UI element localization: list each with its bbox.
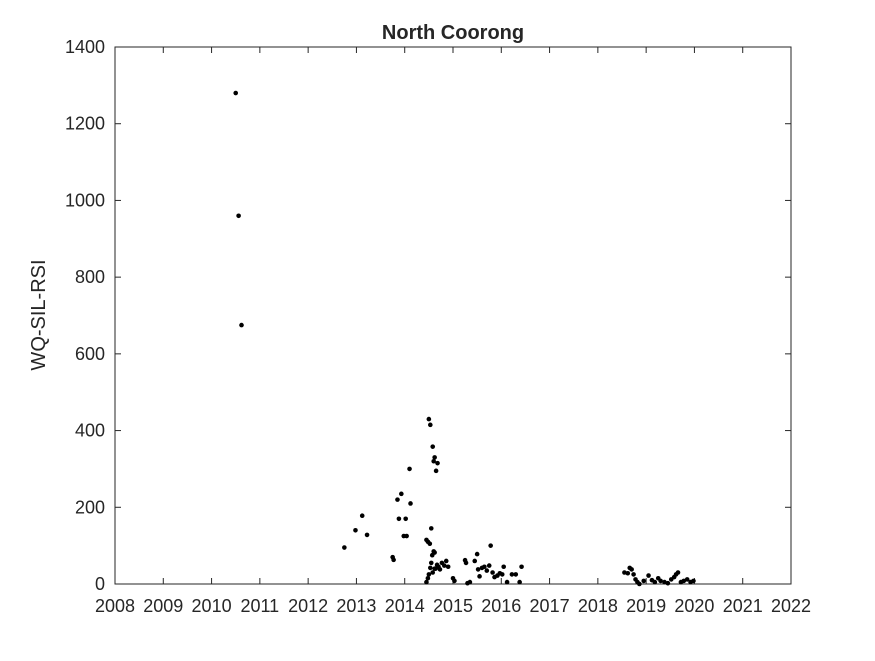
data-point [509,572,515,577]
data-point [430,444,436,449]
data-point [236,213,241,219]
data-point [675,570,681,575]
x-tick-label: 2009 [143,596,183,616]
data-point [452,578,457,584]
x-tick-label: 2018 [578,596,618,616]
data-point [437,567,443,572]
data-point [490,570,495,575]
data-point [428,565,433,571]
data-point [484,568,490,573]
x-tick-label: 2014 [385,596,425,616]
data-point [477,574,482,579]
x-tick-label: 2011 [240,596,279,616]
y-tick-label: 1000 [65,190,105,210]
x-tick-label: 2022 [771,596,811,616]
data-point [474,551,480,557]
data-point [359,513,365,519]
y-tick-label: 0 [95,574,105,594]
data-point [427,541,433,547]
data-point [396,516,402,522]
x-axis-ticks: 2008 2009 2010 2011 2012 2013 2014 2015 2016 2017… [95,47,811,616]
x-tick-label: 2020 [674,596,714,616]
data-point [391,557,396,563]
data-point [364,532,370,538]
data-point [482,564,487,570]
data-point [432,550,437,555]
data-point [488,543,493,548]
data-point [652,579,658,585]
data-point [233,90,239,96]
x-tick-label: 2015 [433,596,473,616]
y-tick-label: 1400 [65,37,105,57]
x-tick-label: 2013 [336,596,376,616]
data-point [475,567,481,572]
data-point [435,460,440,466]
data-point [631,572,636,577]
y-axis-ticks: 0 200 400 600 800 1000 1200 1400 [65,37,791,594]
data-point [442,563,447,568]
data-point [428,526,434,531]
data-point [637,581,642,587]
y-tick-label: 200 [75,497,105,517]
y-tick-label: 800 [75,267,105,287]
data-point [395,497,400,502]
data-point [342,545,347,550]
data-point [646,573,651,578]
y-tick-label: 600 [75,344,105,364]
x-tick-label: 2017 [530,596,570,616]
data-point [399,491,404,497]
data-point [432,566,437,571]
chart-title: North Coorong [382,22,524,44]
x-tick-label: 2010 [192,596,232,616]
data-point [684,577,690,582]
data-point [691,578,696,584]
x-tick-label: 2008 [95,596,135,616]
data-point [499,572,505,577]
data-point [641,578,647,584]
data-point [353,528,358,533]
data-point [625,570,631,576]
data-point [426,572,432,577]
data-point [408,501,413,506]
data-point [519,564,524,570]
data-point [425,575,431,581]
data-points [233,90,696,587]
data-point [467,579,473,585]
data-point [629,567,634,572]
data-point [426,416,432,422]
data-point [513,572,519,577]
y-axis-label: WQ-SIL-RSI [28,259,50,370]
data-point [445,564,451,570]
data-point [463,560,469,566]
x-tick-label: 2012 [288,596,328,616]
data-point [486,563,492,568]
data-point [433,468,439,474]
data-point [428,422,433,428]
data-point [665,580,671,586]
data-point [407,466,412,472]
data-point [428,560,434,566]
data-point [404,533,409,539]
x-tick-label: 2019 [626,596,666,616]
data-point [517,579,522,585]
data-point [431,458,436,464]
x-tick-label: 2021 [723,596,763,616]
y-tick-label: 400 [75,421,105,441]
y-tick-label: 1200 [65,114,105,134]
data-point [432,455,437,460]
data-point [501,564,507,570]
data-point [658,578,663,584]
data-point [430,570,436,575]
data-point [443,558,449,564]
data-point [472,558,478,564]
data-point [239,322,244,328]
plot-area [114,46,792,585]
data-point [424,579,429,585]
data-point [504,579,510,585]
x-tick-label: 2016 [481,596,521,616]
data-point [403,516,408,522]
